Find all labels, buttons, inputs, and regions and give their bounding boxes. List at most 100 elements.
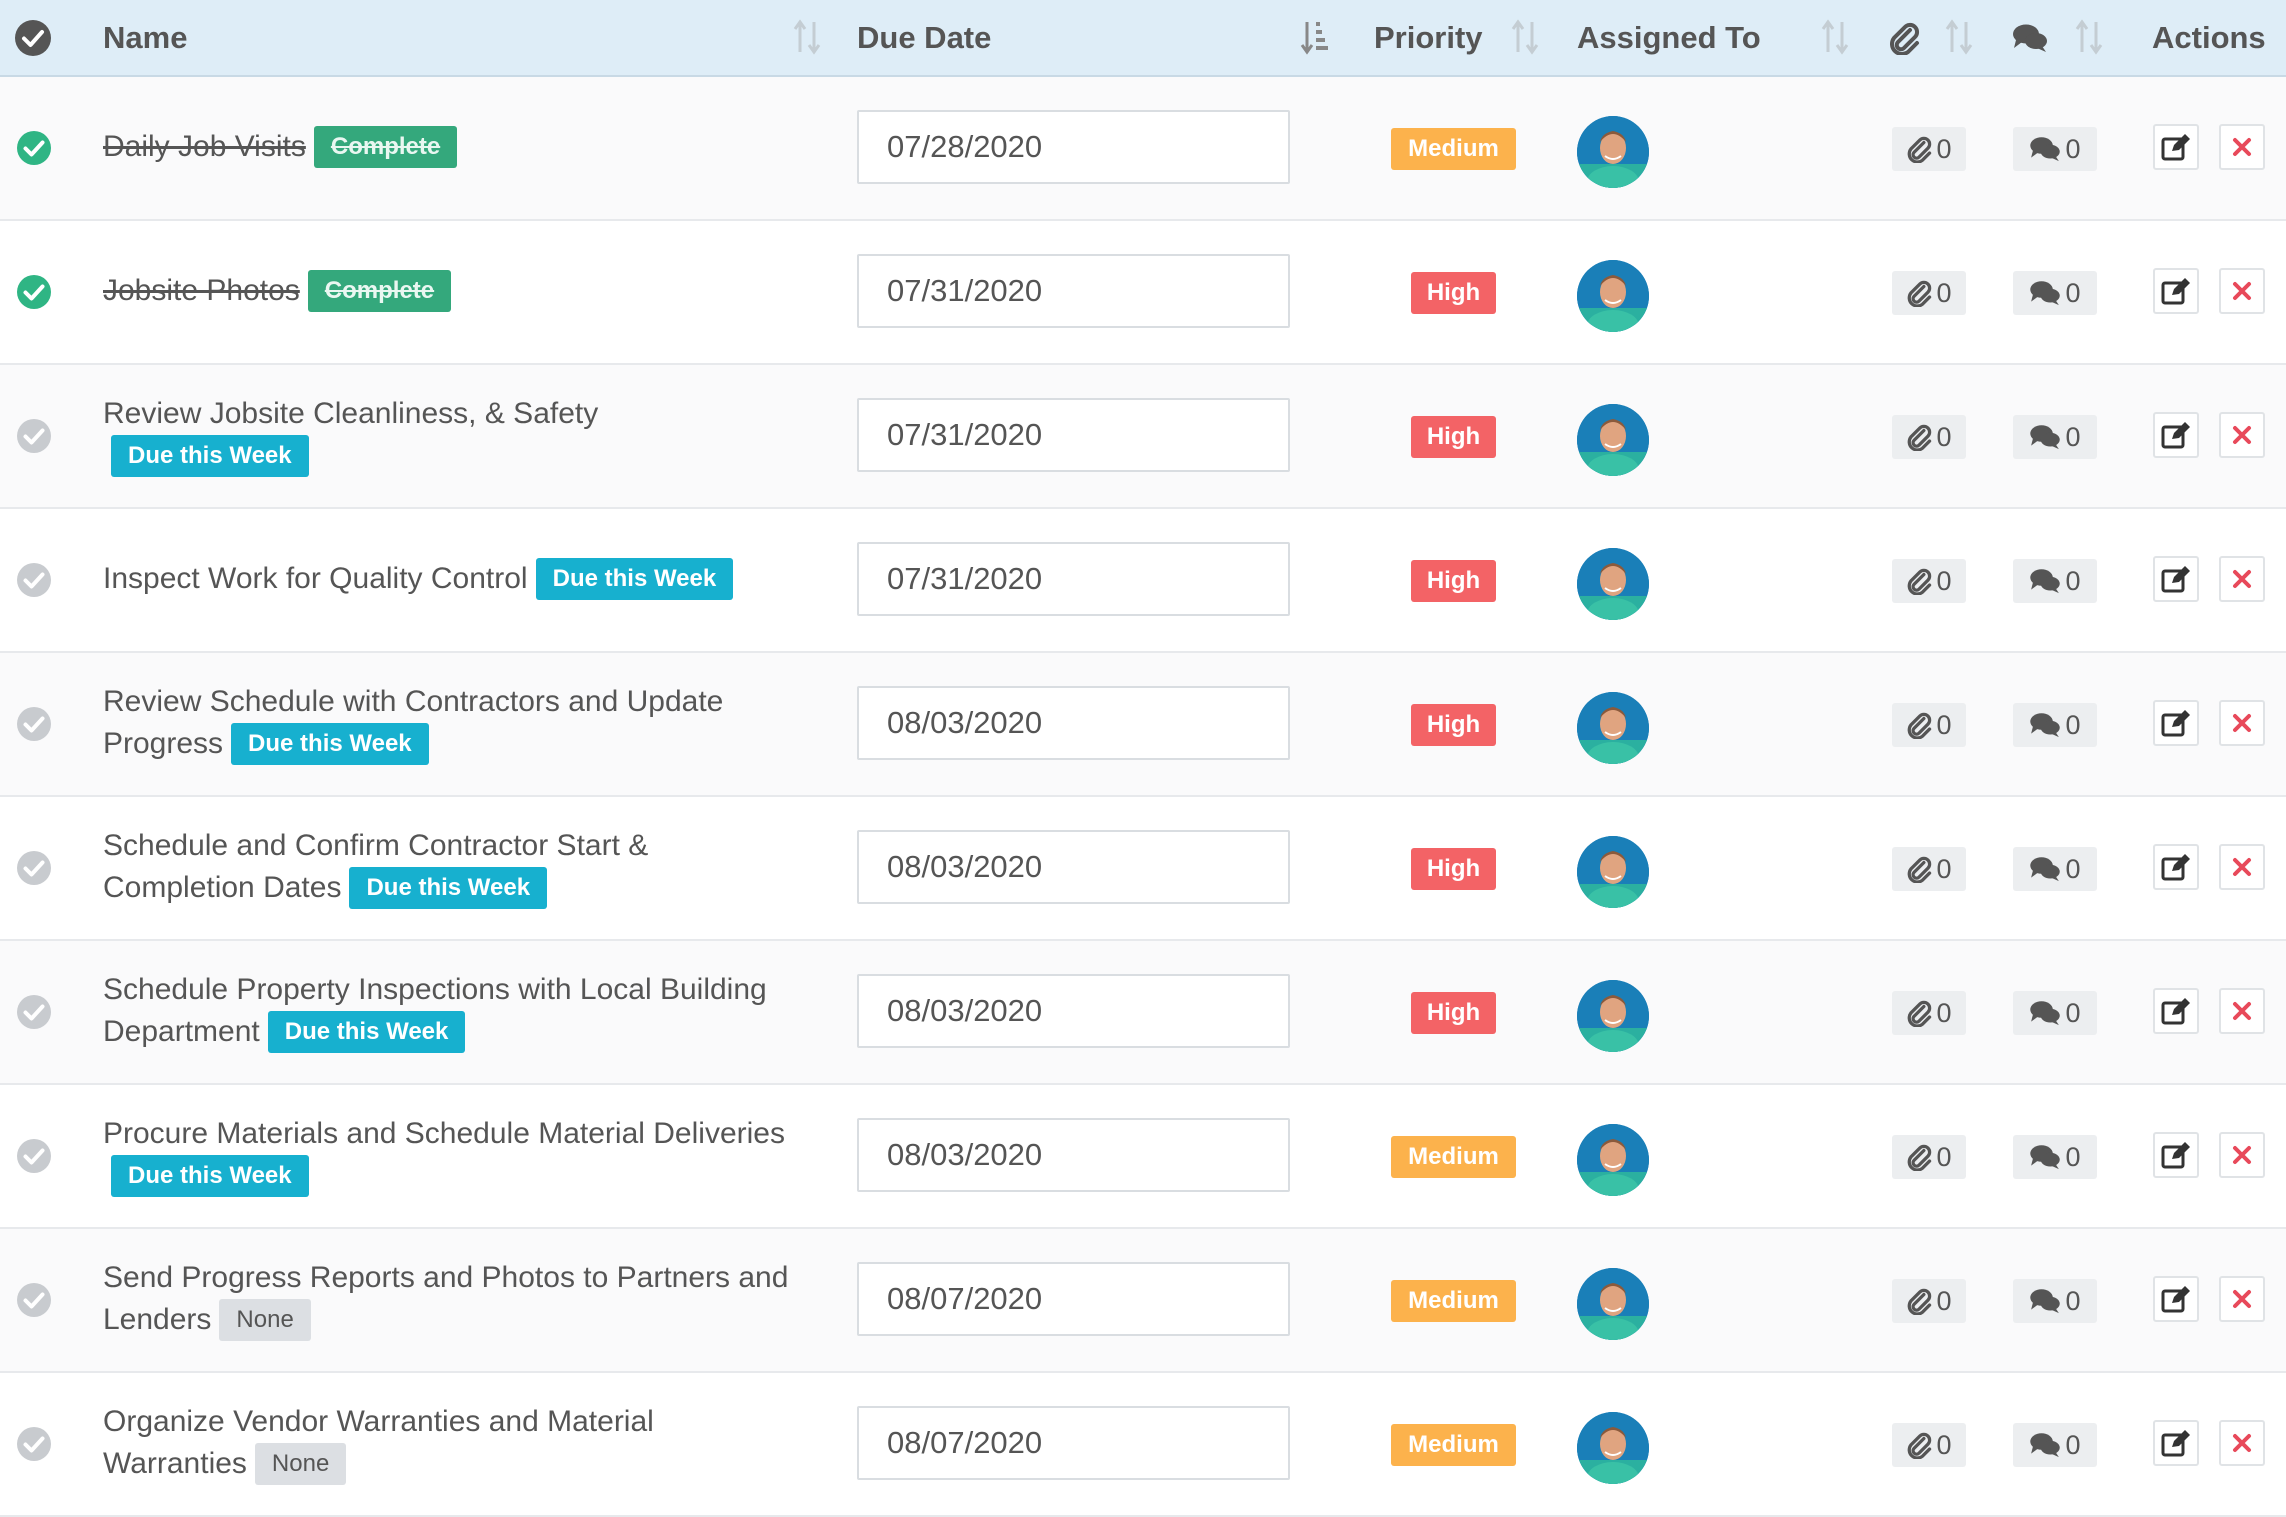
assignee-avatar[interactable] — [1577, 1124, 1649, 1196]
complete-toggle-icon[interactable] — [16, 1138, 52, 1174]
edit-button[interactable] — [2153, 988, 2199, 1034]
task-name-cell[interactable]: Inspect Work for Quality Control Due this… — [103, 509, 803, 651]
task-name[interactable]: Procure Materials and Schedule Material … — [103, 1117, 785, 1151]
task-name-cell[interactable]: Schedule and Confirm Contractor Start & … — [103, 797, 803, 939]
delete-button[interactable] — [2219, 124, 2265, 170]
complete-toggle-icon[interactable] — [16, 274, 52, 310]
sort-icon[interactable] — [2074, 18, 2104, 56]
edit-button[interactable] — [2153, 1276, 2199, 1322]
attachments-button[interactable]: 0 — [1892, 847, 1966, 891]
complete-toggle-icon[interactable] — [16, 1282, 52, 1318]
task-name-cell[interactable]: Procure Materials and Schedule Material … — [103, 1085, 803, 1227]
assignee-avatar[interactable] — [1577, 404, 1649, 476]
edit-button[interactable] — [2153, 412, 2199, 458]
attachments-button[interactable]: 0 — [1892, 559, 1966, 603]
assignee-avatar[interactable] — [1577, 116, 1649, 188]
delete-button[interactable] — [2219, 268, 2265, 314]
comments-button[interactable]: 0 — [2013, 1279, 2097, 1323]
attachments-button[interactable]: 0 — [1892, 415, 1966, 459]
task-name[interactable]: Send Progress Reports and Photos to Part… — [103, 1261, 789, 1337]
sort-icon[interactable] — [792, 18, 822, 56]
delete-button[interactable] — [2219, 700, 2265, 746]
comments-button[interactable]: 0 — [2013, 991, 2097, 1035]
attachments-column-header[interactable] — [1888, 0, 1920, 75]
task-name-cell[interactable]: Schedule Property Inspections with Local… — [103, 941, 803, 1083]
select-all-checkbox[interactable] — [14, 0, 52, 75]
assignee-avatar[interactable] — [1577, 260, 1649, 332]
priority-column-header[interactable]: Priority — [1374, 0, 1483, 75]
delete-button[interactable] — [2219, 556, 2265, 602]
edit-button[interactable] — [2153, 268, 2199, 314]
complete-toggle-icon[interactable] — [16, 850, 52, 886]
due-date-input[interactable]: 08/03/2020 — [857, 830, 1290, 904]
attachments-button[interactable]: 0 — [1892, 127, 1966, 171]
complete-toggle-icon[interactable] — [16, 706, 52, 742]
attachments-button[interactable]: 0 — [1892, 1423, 1966, 1467]
assignee-avatar[interactable] — [1577, 836, 1649, 908]
task-name-cell[interactable]: Review Jobsite Cleanliness, & SafetyDue … — [103, 365, 803, 507]
task-name[interactable]: Jobsite Photos — [103, 274, 300, 308]
sort-ascending-icon[interactable] — [1300, 18, 1330, 56]
due-date-input[interactable]: 08/03/2020 — [857, 1118, 1290, 1192]
delete-button[interactable] — [2219, 988, 2265, 1034]
attachments-button[interactable]: 0 — [1892, 271, 1966, 315]
comments-button[interactable]: 0 — [2013, 559, 2097, 603]
edit-button[interactable] — [2153, 556, 2199, 602]
edit-button[interactable] — [2153, 124, 2199, 170]
edit-button[interactable] — [2153, 1420, 2199, 1466]
task-name[interactable]: Schedule Property Inspections with Local… — [103, 973, 767, 1049]
complete-toggle-icon[interactable] — [16, 562, 52, 598]
due-date-input[interactable]: 07/28/2020 — [857, 110, 1290, 184]
due-date-input[interactable]: 08/03/2020 — [857, 974, 1290, 1048]
task-name[interactable]: Review Jobsite Cleanliness, & Safety — [103, 397, 599, 431]
due-date-input[interactable]: 07/31/2020 — [857, 254, 1290, 328]
assignee-avatar[interactable] — [1577, 980, 1649, 1052]
due-date-input[interactable]: 07/31/2020 — [857, 398, 1290, 472]
complete-toggle-icon[interactable] — [16, 418, 52, 454]
task-name-cell[interactable]: Jobsite Photos Complete — [103, 221, 803, 363]
complete-toggle-icon[interactable] — [16, 994, 52, 1030]
comments-column-header[interactable] — [2012, 0, 2048, 75]
due-date-column-header[interactable]: Due Date — [857, 0, 991, 75]
sort-icon[interactable] — [1944, 18, 1974, 56]
attachments-button[interactable]: 0 — [1892, 991, 1966, 1035]
due-date-input[interactable]: 07/31/2020 — [857, 542, 1290, 616]
task-name[interactable]: Organize Vendor Warranties and Material … — [103, 1405, 654, 1481]
assigned-to-column-header[interactable]: Assigned To — [1577, 0, 1761, 75]
task-name-cell[interactable]: Daily Job Visits Complete — [103, 77, 803, 219]
comments-button[interactable]: 0 — [2013, 127, 2097, 171]
task-name[interactable]: Daily Job Visits — [103, 130, 306, 164]
edit-button[interactable] — [2153, 1132, 2199, 1178]
assignee-avatar[interactable] — [1577, 1412, 1649, 1484]
assignee-avatar[interactable] — [1577, 1268, 1649, 1340]
due-date-input[interactable]: 08/07/2020 — [857, 1406, 1290, 1480]
task-name[interactable]: Schedule and Confirm Contractor Start & … — [103, 829, 649, 905]
task-name-cell[interactable]: Review Schedule with Contractors and Upd… — [103, 653, 803, 795]
comments-button[interactable]: 0 — [2013, 271, 2097, 315]
comments-button[interactable]: 0 — [2013, 847, 2097, 891]
due-date-input[interactable]: 08/03/2020 — [857, 686, 1290, 760]
assignee-avatar[interactable] — [1577, 692, 1649, 764]
edit-button[interactable] — [2153, 700, 2199, 746]
comments-button[interactable]: 0 — [2013, 415, 2097, 459]
sort-icon[interactable] — [1510, 18, 1540, 56]
task-name[interactable]: Inspect Work for Quality Control — [103, 562, 528, 596]
task-name-cell[interactable]: Organize Vendor Warranties and Material … — [103, 1373, 803, 1515]
name-column-header[interactable]: Name — [103, 0, 187, 75]
delete-button[interactable] — [2219, 1420, 2265, 1466]
delete-button[interactable] — [2219, 412, 2265, 458]
comments-button[interactable]: 0 — [2013, 1423, 2097, 1467]
complete-toggle-icon[interactable] — [16, 1426, 52, 1462]
delete-button[interactable] — [2219, 844, 2265, 890]
comments-button[interactable]: 0 — [2013, 1135, 2097, 1179]
complete-toggle-icon[interactable] — [16, 130, 52, 166]
attachments-button[interactable]: 0 — [1892, 1279, 1966, 1323]
task-name-cell[interactable]: Send Progress Reports and Photos to Part… — [103, 1229, 803, 1371]
attachments-button[interactable]: 0 — [1892, 703, 1966, 747]
edit-button[interactable] — [2153, 844, 2199, 890]
attachments-button[interactable]: 0 — [1892, 1135, 1966, 1179]
delete-button[interactable] — [2219, 1132, 2265, 1178]
due-date-input[interactable]: 08/07/2020 — [857, 1262, 1290, 1336]
assignee-avatar[interactable] — [1577, 548, 1649, 620]
sort-icon[interactable] — [1820, 18, 1850, 56]
